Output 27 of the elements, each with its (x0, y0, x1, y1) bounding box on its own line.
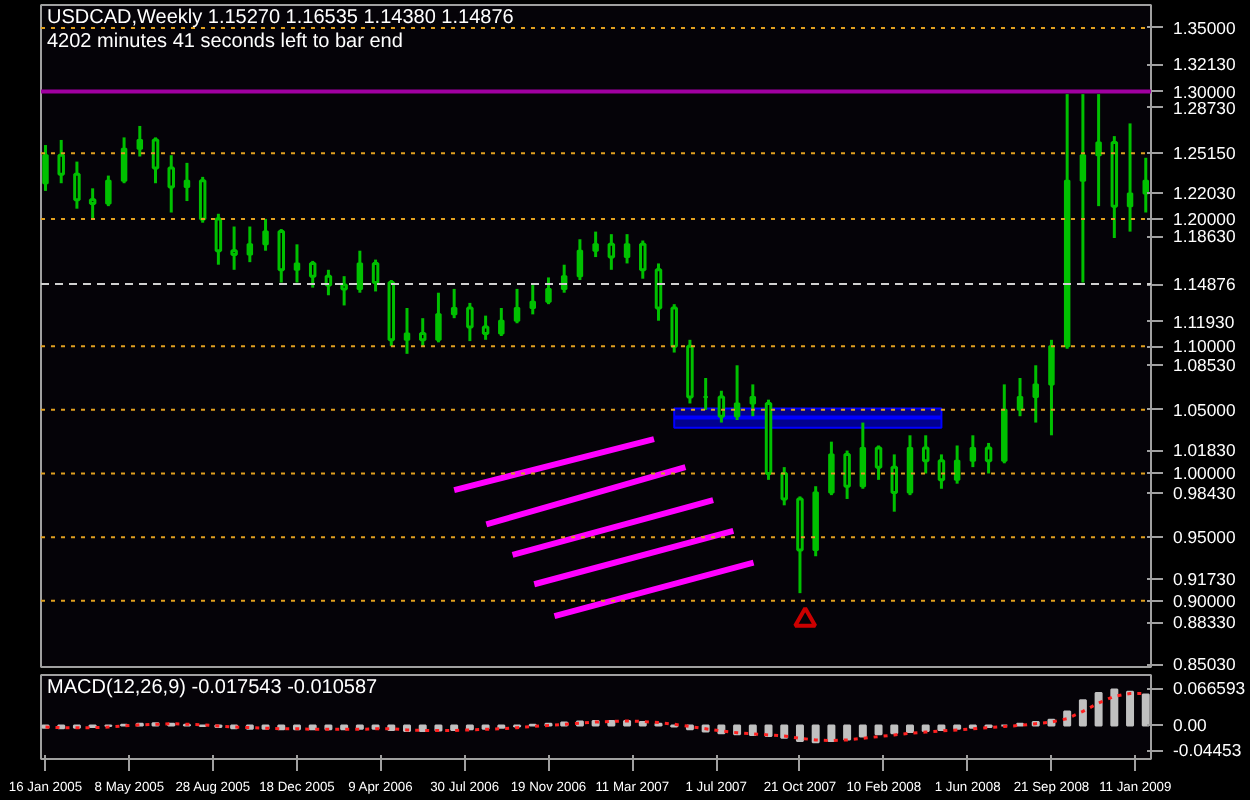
y-tick-label: 0.00 (1173, 715, 1208, 736)
ref-line-label: 1.14876 (1173, 274, 1236, 295)
ref-line-label: 1.05000 (1173, 399, 1236, 420)
ref-line-label: 1.20000 (1173, 208, 1236, 229)
y-tick-label: 1.18630 (1173, 226, 1236, 247)
ref-line-label: 1.30000 (1173, 81, 1236, 102)
y-tick-label: 0.066593 (1173, 678, 1246, 699)
ref-line-label: 0.90000 (1173, 590, 1236, 611)
y-tick-label: 1.01830 (1173, 440, 1236, 461)
y-tick-label: 1.08530 (1173, 354, 1236, 375)
y-tick-label: 1.22030 (1173, 183, 1236, 204)
chart-title: USDCAD,Weekly 1.15270 1.16535 1.14380 1.14876 (47, 7, 515, 29)
ref-line-label: 1.25150 (1173, 143, 1236, 164)
ref-line-label: 0.95000 (1173, 527, 1236, 548)
y-tick-label: 0.91730 (1173, 568, 1236, 589)
y-tick-label: 1.28730 (1173, 97, 1236, 118)
ref-line-label: 1.00000 (1173, 463, 1236, 484)
y-tick-label: 1.32130 (1173, 54, 1236, 75)
chart-title: MACD(12,26,9) -0.017543 -0.010587 (47, 677, 379, 699)
y-tick-label: 1.11930 (1173, 311, 1235, 332)
ref-line-label: 1.35000 (1173, 17, 1236, 38)
y-tick-label: -0.04453 (1173, 740, 1242, 761)
ref-line-label: 1.10000 (1173, 336, 1236, 357)
y-tick-label: 0.85030 (1173, 654, 1236, 675)
y-tick-label: 0.98430 (1173, 483, 1236, 504)
y-tick-label: 0.88330 (1173, 612, 1236, 633)
text: 4202 minutes 41 seconds left to bar end (47, 31, 403, 53)
